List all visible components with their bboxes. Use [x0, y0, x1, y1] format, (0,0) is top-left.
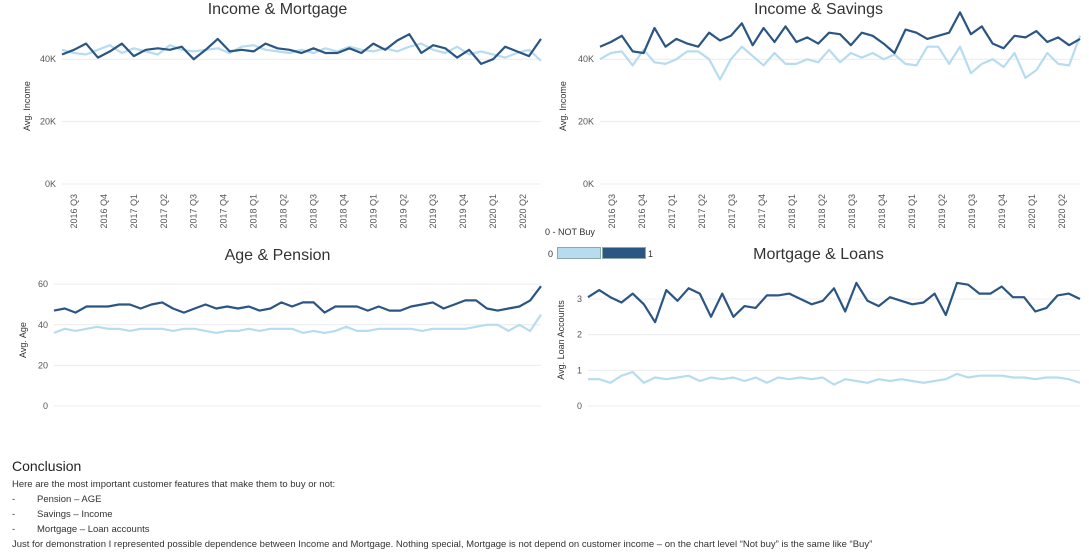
chart-income-mortgage: Income & Mortgage 0K 20K 40K Avg. Income 201… [0, 0, 545, 240]
x-tick-label: 2018 Q3 [847, 194, 857, 229]
conclusion-bullet: - Mortgage – Loan accounts [12, 522, 1082, 537]
chart-canvas: 0K 20K 40K Avg. Income 2016 Q3 2016 Q4 2017 Q1… [558, 11, 1082, 229]
y-tick-label: 40K [578, 54, 594, 64]
legend-min-label: 0 [548, 249, 554, 259]
x-tick-label: 2019 Q4 [997, 194, 1007, 229]
y-axis-label: Avg. Age [18, 322, 28, 358]
y-tick-label: 1 [577, 365, 582, 375]
conclusion-title: Conclusion [12, 458, 82, 474]
y-tick-label: 2 [577, 330, 582, 340]
conclusion-bullet: - Savings – Income [12, 507, 1082, 522]
x-tick-label: 2016 Q3 [607, 194, 617, 229]
x-tick-label: 2018 Q2 [279, 194, 289, 229]
x-tick-label: 2017 Q3 [727, 194, 737, 229]
x-tick-label: 2017 Q4 [757, 194, 767, 229]
x-tick-label: 2019 Q2 [937, 194, 947, 229]
x-tick-label: 2017 Q1 [129, 194, 139, 229]
bullet-text: Pension – AGE [37, 494, 102, 505]
x-tick-label: 2019 Q1 [368, 194, 378, 229]
series-line-not-buy[interactable] [53, 313, 542, 335]
legend-title: 0 - NOT Buy [545, 227, 595, 237]
x-tick-label: 2018 Q4 [338, 194, 348, 229]
x-tick-label: 2016 Q4 [99, 194, 109, 229]
series-line-buy[interactable] [599, 11, 1081, 55]
legend-max-label: 1 [648, 249, 654, 259]
y-axis-label: Avg. Loan Accounts [556, 300, 566, 380]
bullet-dash: - [12, 494, 16, 505]
series-line-buy[interactable] [587, 281, 1081, 324]
conclusion-intro: Here are the most important customer fea… [12, 479, 336, 490]
y-tick-label: 60 [38, 279, 48, 289]
y-tick-label: 0K [45, 179, 56, 189]
x-tick-label: 2019 Q4 [458, 194, 468, 229]
bullet-dash: - [12, 509, 16, 520]
chart-mortgage-loans: Mortgage & Loans 0 1 2 3 Avg. Loan Accounts [548, 246, 1089, 416]
x-tick-label: 2018 Q1 [787, 194, 797, 229]
y-tick-label: 3 [577, 294, 582, 304]
series-line-buy[interactable] [53, 285, 542, 314]
x-tick-label: 2018 Q3 [309, 194, 319, 229]
bullet-dash: - [12, 524, 16, 535]
y-tick-label: 0 [577, 401, 582, 411]
y-tick-label: 20 [38, 360, 48, 370]
legend-swatch-buy[interactable] [602, 247, 646, 259]
conclusion-bullet: - Pension – AGE [12, 492, 1082, 507]
chart-title: Income & Mortgage [207, 1, 348, 18]
x-tick-label: 2019 Q1 [907, 194, 917, 229]
conclusion-section: Conclusion Here are the most important c… [12, 458, 1082, 552]
x-tick-label: 2017 Q2 [697, 194, 707, 229]
y-tick-label: 40K [40, 54, 56, 64]
chart-title: Age & Pension [224, 247, 331, 264]
chart-title: Mortgage & Loans [753, 246, 884, 263]
x-tick-label: 2018 Q2 [817, 194, 827, 229]
x-tick-label: 2017 Q2 [159, 194, 169, 229]
y-axis-label: Avg. Income [22, 81, 32, 131]
x-tick-label: 2017 Q4 [219, 194, 229, 229]
y-tick-label: 0 [43, 401, 48, 411]
x-tick-label: 2016 Q4 [637, 194, 647, 229]
color-legend[interactable]: 0 - NOT Buy 0 1 [545, 227, 665, 263]
series-line-not-buy[interactable] [61, 42, 542, 62]
x-tick-label: 2019 Q2 [398, 194, 408, 229]
x-tick-label: 2020 Q1 [488, 194, 498, 229]
x-tick-label: 2020 Q2 [518, 194, 528, 229]
x-tick-label: 2016 Q3 [69, 194, 79, 229]
y-tick-label: 0K [583, 179, 594, 189]
x-tick-label: 2019 Q3 [428, 194, 438, 229]
x-tick-label: 2020 Q1 [1027, 194, 1037, 229]
y-tick-label: 20K [578, 117, 594, 127]
chart-title: Income & Savings [754, 1, 883, 18]
y-tick-label: 20K [40, 117, 56, 127]
chart-canvas: 0 1 2 3 Avg. Loan Accounts [556, 281, 1081, 411]
series-line-not-buy[interactable] [599, 35, 1082, 81]
conclusion-note: Just for demonstration I represented pos… [12, 539, 873, 550]
bullet-text: Savings – Income [37, 509, 113, 520]
x-tick-label: 2018 Q1 [249, 194, 259, 229]
x-tick-label: 2018 Q4 [877, 194, 887, 229]
y-tick-label: 40 [38, 320, 48, 330]
x-tick-label: 2019 Q3 [967, 194, 977, 229]
chart-age-pension: Age & Pension 0 20 40 60 Avg. Age [0, 246, 545, 416]
x-tick-label: 2020 Q2 [1057, 194, 1067, 229]
chart-income-savings: Income & Savings 0K 20K 40K Avg. Income 2016… [548, 0, 1089, 240]
series-line-not-buy[interactable] [588, 370, 1081, 386]
y-axis-label: Avg. Income [558, 81, 568, 131]
x-tick-label: 2017 Q1 [667, 194, 677, 229]
series-line-buy[interactable] [61, 33, 542, 66]
chart-canvas: 0 20 40 60 Avg. Age [18, 279, 542, 411]
x-tick-label: 2017 Q3 [189, 194, 199, 229]
bullet-text: Mortgage – Loan accounts [37, 524, 150, 535]
legend-swatch-not-buy[interactable] [557, 247, 601, 259]
chart-canvas: 0K 20K 40K Avg. Income 2016 Q3 2016 Q4 2017 Q1… [22, 33, 542, 229]
